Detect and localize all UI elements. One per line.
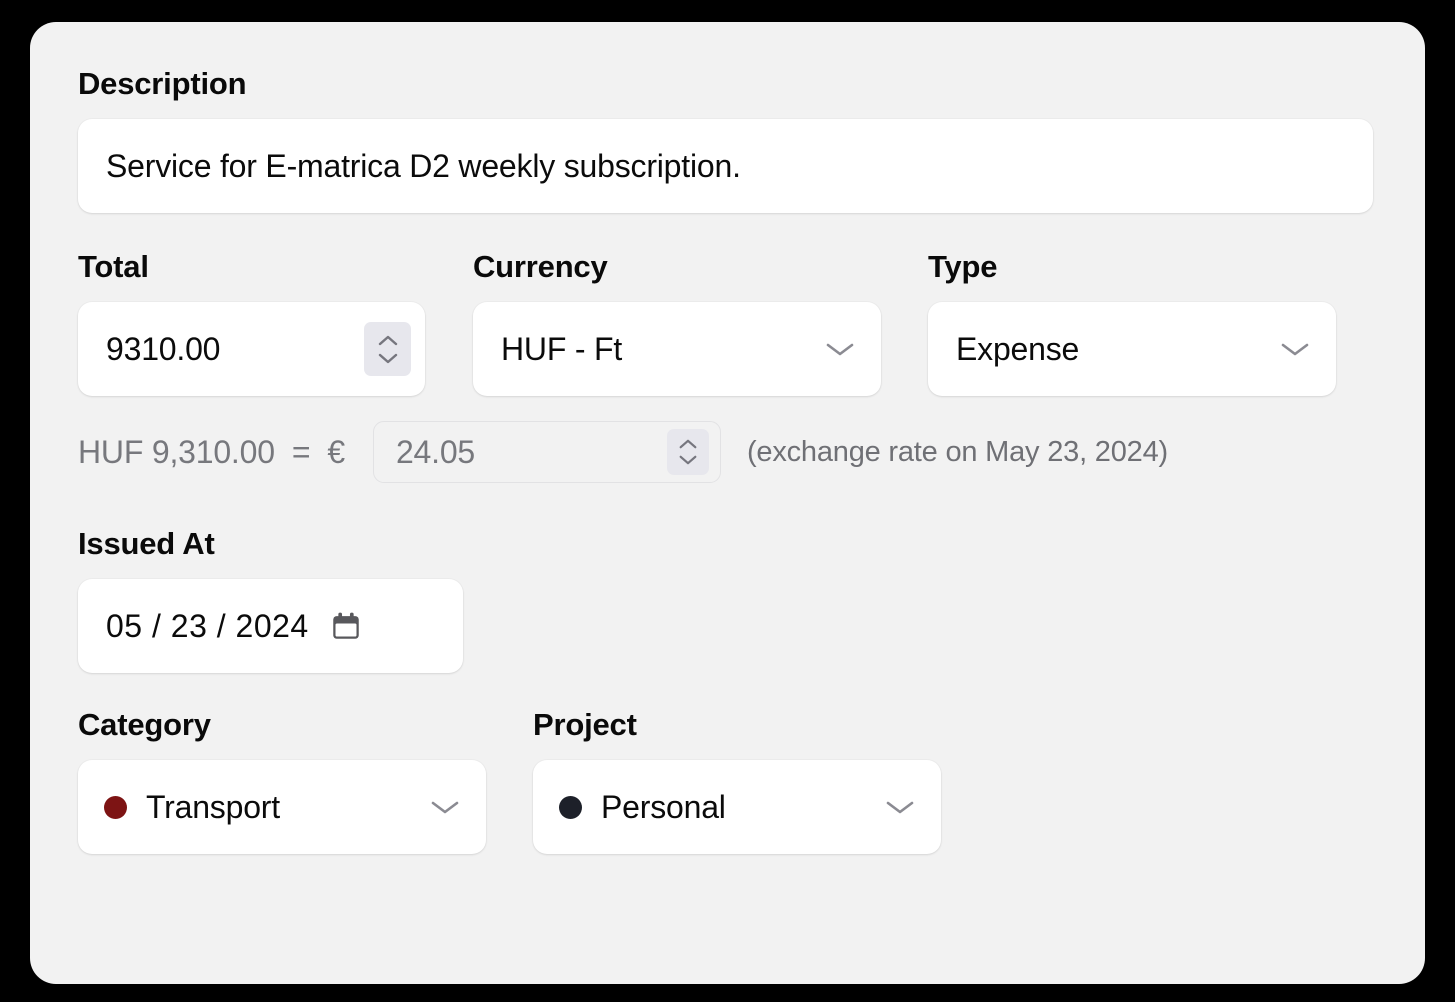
chevron-down-icon <box>679 455 697 465</box>
total-label: Total <box>78 249 149 284</box>
chevron-down-icon <box>431 801 459 814</box>
type-select[interactable]: Expense <box>928 302 1336 396</box>
project-field-group: Project Personal <box>533 709 988 854</box>
currency-value: HUF - Ft <box>501 330 623 367</box>
category-color-dot <box>104 795 127 819</box>
currency-field-group: Currency HUF - Ft <box>473 251 928 396</box>
total-input[interactable]: 9310.00 <box>78 302 425 396</box>
description-value: Service for E-matrica D2 weekly subscrip… <box>106 147 741 184</box>
chevron-up-icon <box>378 335 397 345</box>
project-value: Personal <box>601 788 726 825</box>
project-select[interactable]: Personal <box>533 760 941 854</box>
exchange-source-amount: HUF 9,310.00 <box>78 433 275 470</box>
amount-row: Total 9310.00 Currency HUF <box>78 251 1377 396</box>
description-input[interactable]: Service for E-matrica D2 weekly subscrip… <box>78 119 1373 213</box>
exchange-rate-note: (exchange rate on May 23, 2024) <box>746 435 1168 468</box>
type-field-group: Type Expense <box>928 251 1338 396</box>
total-stepper[interactable] <box>364 322 411 376</box>
type-label: Type <box>928 249 998 284</box>
calendar-icon[interactable] <box>329 609 363 643</box>
chevron-down-icon <box>826 343 854 356</box>
converted-amount-stepper[interactable] <box>666 429 709 475</box>
currency-select[interactable]: HUF - Ft <box>473 302 881 396</box>
tags-row: Category Transport Project Perso <box>78 709 1377 854</box>
issued-at-field-group: Issued At 05 / 23 / 2024 <box>78 528 1377 673</box>
category-value-wrap: Transport <box>104 789 280 826</box>
issued-at-date-input[interactable]: 05 / 23 / 2024 <box>78 579 463 673</box>
currency-label: Currency <box>473 249 608 284</box>
project-label: Project <box>533 707 637 742</box>
description-field-group: Description Service for E-matrica D2 wee… <box>78 68 1377 213</box>
expense-form-card: Description Service for E-matrica D2 wee… <box>30 22 1425 984</box>
project-value-wrap: Personal <box>559 789 726 826</box>
issued-at-value: 05 / 23 / 2024 <box>106 607 309 644</box>
converted-amount-value: 24.05 <box>395 433 476 470</box>
project-color-dot <box>559 795 582 819</box>
exchange-rate-row: HUF 9,310.00 = € 24.05 (exchange rate on… <box>78 421 1377 483</box>
exchange-equals-sign: = <box>291 433 311 470</box>
category-label: Category <box>78 707 211 742</box>
category-field-group: Category Transport <box>78 709 533 854</box>
total-field-group: Total 9310.00 <box>78 251 473 396</box>
chevron-down-icon <box>886 801 914 814</box>
chevron-up-icon <box>679 439 697 449</box>
category-select[interactable]: Transport <box>78 760 486 854</box>
exchange-equation: HUF 9,310.00 = € <box>78 434 345 471</box>
euro-symbol: € <box>327 433 345 470</box>
description-label: Description <box>78 66 247 101</box>
type-value: Expense <box>956 330 1080 367</box>
chevron-down-icon <box>1281 343 1309 356</box>
issued-at-label: Issued At <box>78 526 215 561</box>
category-value: Transport <box>146 788 280 825</box>
converted-amount-input[interactable]: 24.05 <box>372 421 721 483</box>
chevron-down-icon <box>378 353 397 363</box>
total-value: 9310.00 <box>106 330 221 367</box>
